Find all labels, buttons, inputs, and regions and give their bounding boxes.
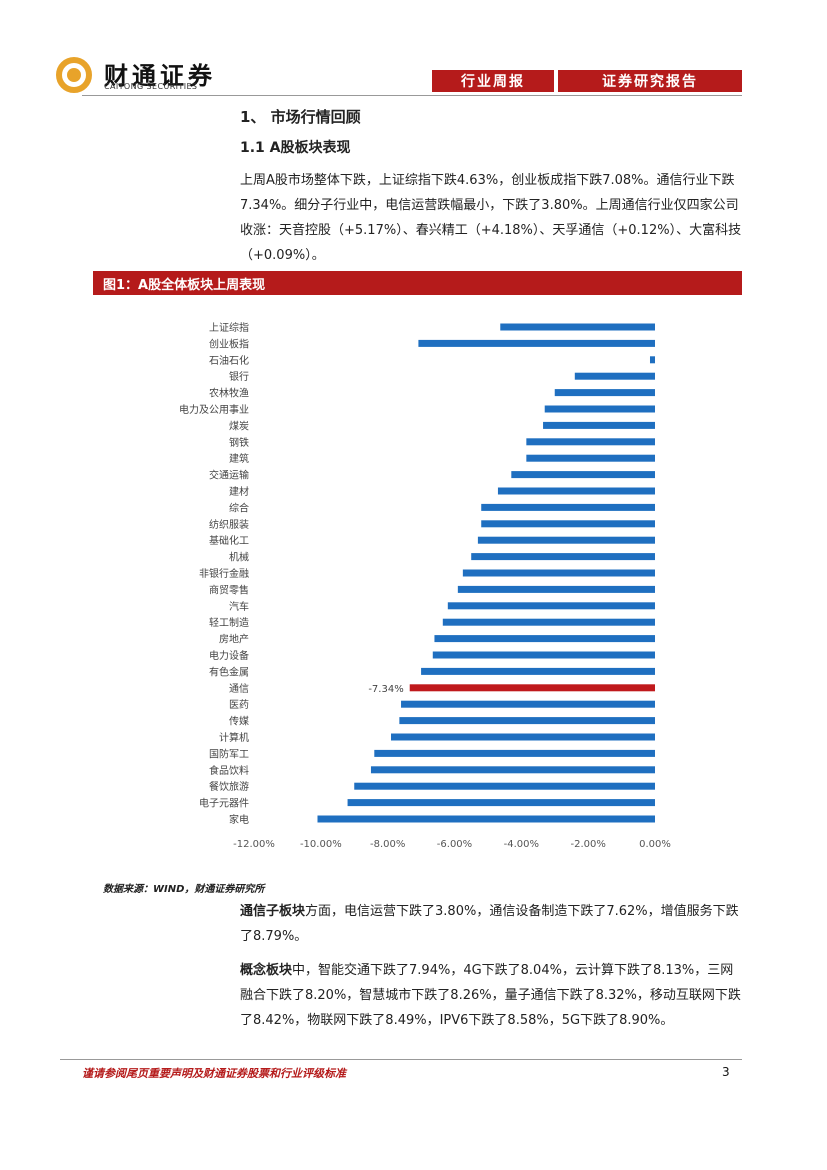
x-tick-label: 0.00% (639, 839, 671, 850)
category-label: 纺织服装 (209, 518, 249, 531)
concept-paragraph: 概念板块中，智能交通下跌了7.94%，4G下跌了8.04%，云计算下跌了8.13… (240, 958, 745, 1033)
category-label: 房地产 (219, 633, 249, 646)
category-label: 建材 (229, 485, 249, 498)
category-label: 国防军工 (209, 747, 249, 760)
bar (447, 602, 655, 610)
concept-label: 概念板块 (240, 963, 293, 978)
category-label: 家电 (229, 813, 249, 826)
logo-text-en: CAITONG SECURITIES (104, 82, 198, 91)
bar (418, 339, 655, 347)
x-tick-label: -6.00% (437, 839, 472, 850)
bar (511, 471, 655, 479)
category-label: 建筑 (229, 452, 249, 465)
x-tick-label: -8.00% (370, 839, 405, 850)
figure-title-bar: 图1：A股全体板块上周表现 (93, 271, 742, 295)
bar (401, 700, 655, 708)
category-label: 石油石化 (209, 354, 249, 367)
category-label: 通信 (229, 683, 249, 695)
x-tick-label: -2.00% (570, 839, 605, 850)
bar (481, 503, 655, 511)
category-label: 综合 (229, 501, 249, 514)
bar (434, 635, 655, 643)
category-label: 医药 (229, 699, 249, 711)
category-label: 机械 (229, 551, 249, 564)
bar (481, 520, 655, 528)
category-label: 农林牧渔 (209, 387, 249, 400)
category-label: 基础化工 (209, 534, 249, 547)
x-tick-label: -10.00% (300, 839, 342, 850)
subsector-label: 通信子板块 (240, 904, 306, 919)
category-label: 交通运输 (209, 469, 249, 482)
bar (500, 323, 655, 331)
bar-chart: 上证综指创业板指石油石化银行农林牧渔电力及公用事业煤炭钢铁建筑交通运输建材综合纺… (179, 321, 671, 850)
intro-paragraph: 上周A股市场整体下跌，上证综指下跌4.63%，创业板成指下跌7.08%。通信行业… (240, 173, 742, 263)
category-label: 钢铁 (229, 436, 249, 449)
bar (432, 651, 655, 659)
bar (409, 684, 655, 692)
page-number: 3 (722, 1065, 730, 1079)
category-label: 银行 (229, 370, 249, 383)
concept-text: 中，智能交通下跌了7.94%，4G下跌了8.04%，云计算下跌了8.13%，三网… (240, 963, 741, 1028)
x-tick-label: -12.00% (233, 839, 275, 850)
bar (526, 454, 655, 462)
category-label: 电力设备 (209, 649, 249, 662)
bar (471, 553, 655, 561)
logo-text-cn: 财通证券 (104, 62, 216, 90)
category-label: 有色金属 (209, 665, 249, 678)
bar (649, 356, 655, 364)
category-label: 轻工制造 (209, 616, 249, 629)
category-label: 传媒 (229, 716, 249, 728)
bar (554, 389, 655, 397)
bar (544, 405, 655, 413)
bar (477, 536, 655, 544)
bar (462, 569, 655, 577)
subsector-paragraph: 通信子板块方面，电信运营下跌了3.80%，通信设备制造下跌了7.62%，增值服务… (240, 899, 745, 949)
bar (374, 749, 655, 757)
bar (457, 585, 655, 593)
bar (399, 717, 655, 725)
bar (421, 667, 655, 675)
category-label: 食品饮料 (209, 764, 249, 777)
bar (442, 618, 655, 626)
header-tag-report: 证券研究报告 (558, 70, 742, 92)
subsection-heading: 1.1 A股板块表现 (240, 140, 351, 156)
subsector-text: 方面，电信运营下跌了3.80%，通信设备制造下跌了7.62%，增值服务下跌了8.… (240, 904, 739, 944)
category-label: 餐饮旅游 (209, 780, 249, 793)
bar (354, 782, 655, 790)
figure-source: 数据来源：WIND，财通证券研究所 (103, 884, 265, 895)
bar (370, 766, 655, 774)
bar (317, 815, 655, 823)
category-label: 汽车 (229, 600, 249, 613)
category-label: 创业板指 (209, 337, 249, 350)
footer-disclaimer: 谨请参阅尾页重要声明及财通证券股票和行业评级标准 (82, 1067, 346, 1080)
header-tag-weekly: 行业周报 (432, 70, 554, 92)
bar (391, 733, 655, 741)
data-label: -7.34% (368, 684, 403, 695)
bar (497, 487, 655, 495)
category-label: 电子元器件 (199, 797, 249, 810)
bar (347, 799, 655, 807)
footer-divider (60, 1059, 742, 1060)
category-label: 计算机 (219, 731, 249, 744)
logo-mark-icon (56, 57, 92, 93)
section-heading: 1、 市场行情回顾 (240, 108, 361, 126)
category-label: 电力及公用事业 (179, 403, 249, 416)
bar (574, 372, 655, 380)
x-tick-label: -4.00% (504, 839, 539, 850)
bar (543, 421, 655, 429)
category-label: 上证综指 (209, 321, 249, 334)
header-divider (82, 95, 742, 96)
category-label: 非银行金融 (199, 567, 249, 580)
category-label: 煤炭 (229, 419, 249, 432)
category-label: 商贸零售 (209, 583, 249, 596)
bar (526, 438, 655, 446)
